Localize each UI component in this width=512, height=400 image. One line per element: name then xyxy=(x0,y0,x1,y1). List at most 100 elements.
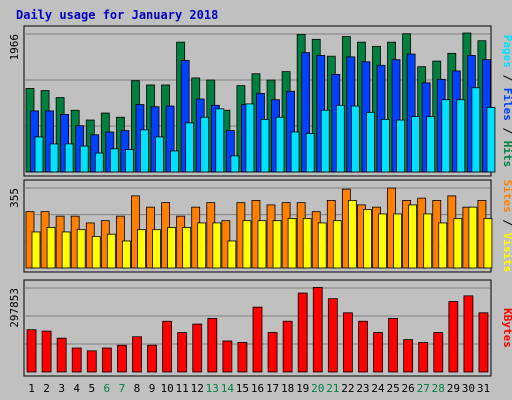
series-legend: Pages / Files / Hits xyxy=(501,35,512,168)
bar-visits xyxy=(378,213,387,269)
legend-entry: Files xyxy=(501,88,512,121)
bar-kbytes xyxy=(101,347,112,373)
x-tick-label: 8 xyxy=(134,382,141,395)
bar-kbytes xyxy=(312,286,323,373)
bar-kbytes xyxy=(86,350,97,373)
bar-visits xyxy=(106,233,116,269)
bar-kbytes xyxy=(162,320,173,373)
bar-visits xyxy=(227,240,237,269)
bar-visits xyxy=(287,218,297,269)
x-tick-label: 27 xyxy=(417,382,430,395)
bar-pages xyxy=(109,148,119,173)
bar-files xyxy=(180,59,190,173)
x-tick-label: 5 xyxy=(88,382,95,395)
panel-sites-visits: 355 Sites / Visits xyxy=(8,179,512,273)
bar-pages xyxy=(381,118,390,173)
legend-entry: / xyxy=(501,213,512,233)
bar-kbytes xyxy=(403,339,414,373)
bar-visits xyxy=(137,229,146,269)
bar-pages xyxy=(200,116,210,173)
bar-files xyxy=(376,64,386,173)
x-tick-label: 29 xyxy=(447,382,460,395)
bar-visits xyxy=(332,220,342,269)
bar-visits xyxy=(438,222,448,269)
bar-files xyxy=(45,110,54,173)
chart-panels: 1966 Pages / Files / Hits 355 Sites / Visit… xyxy=(8,25,512,377)
bar-kbytes xyxy=(132,336,142,373)
bar-pages xyxy=(441,99,451,173)
bar-kbytes xyxy=(327,298,338,373)
legend-entry: Sites xyxy=(501,180,512,213)
bar-visits xyxy=(272,220,282,269)
x-tick-label: 20 xyxy=(311,382,324,395)
x-tick-label: 15 xyxy=(236,382,249,395)
bar-pages xyxy=(230,155,240,173)
bar-visits xyxy=(317,222,327,269)
bar-visits xyxy=(91,236,101,269)
x-tick-label: 23 xyxy=(356,382,369,395)
bar-visits xyxy=(76,229,86,269)
y-max-label: 355 xyxy=(8,188,21,208)
bar-kbytes xyxy=(26,329,37,373)
bar-kbytes xyxy=(117,344,127,373)
x-tick-label: 17 xyxy=(266,382,279,395)
bar-pages xyxy=(140,129,149,173)
x-tick-label: 18 xyxy=(281,382,294,395)
x-tick-label: 16 xyxy=(251,382,264,395)
chart-title: Daily usage for January 2018 xyxy=(16,8,218,22)
x-axis-labels: 1 2 3 4 5 6 7 8 9 10 11 12 13 14 15 16 17 18 19 20 21 22 23 24 2… xyxy=(28,382,490,395)
bar-pages xyxy=(335,104,345,173)
legend-entry: KBytes xyxy=(501,308,512,348)
bar-files xyxy=(391,59,401,173)
x-tick-label: 14 xyxy=(221,382,235,395)
y-max-label: 1966 xyxy=(8,34,21,61)
bar-visits xyxy=(257,220,267,269)
bar-pages xyxy=(456,99,466,173)
bar-visits xyxy=(46,227,56,269)
x-tick-label: 1 xyxy=(28,382,35,395)
bar-visits xyxy=(212,222,222,269)
panel-kbytes: 297853 KBytes xyxy=(8,279,512,377)
bar-kbytes xyxy=(282,320,293,373)
x-tick-label: 10 xyxy=(160,382,173,395)
bar-visits xyxy=(423,213,433,269)
bar-visits xyxy=(197,222,207,269)
bar-pages xyxy=(411,116,421,173)
bar-kbytes xyxy=(192,323,203,373)
bar-kbytes xyxy=(358,320,368,373)
bar-visits xyxy=(408,204,418,269)
bar-kbytes xyxy=(41,330,52,373)
legend-entry: / xyxy=(501,121,512,141)
bar-pages xyxy=(396,119,405,173)
bar-pages xyxy=(79,145,89,173)
bar-visits xyxy=(393,213,402,269)
x-tick-label: 7 xyxy=(119,382,126,395)
bar-pages xyxy=(260,118,270,173)
legend-entry: Pages xyxy=(501,35,512,68)
x-tick-label: 2 xyxy=(43,382,50,395)
x-tick-label: 9 xyxy=(149,382,156,395)
bar-visits xyxy=(483,218,493,269)
y-max-label: 297853 xyxy=(8,288,21,328)
bar-kbytes xyxy=(297,292,308,373)
bar-visits xyxy=(347,199,357,269)
bar-pages xyxy=(471,87,481,173)
bar-kbytes xyxy=(373,332,383,373)
legend-entry: Hits xyxy=(501,141,512,168)
x-tick-label: 4 xyxy=(73,382,80,395)
bar-visits xyxy=(152,229,161,269)
bar-pages xyxy=(245,103,255,173)
x-tick-label: 21 xyxy=(326,382,339,395)
bar-kbytes xyxy=(207,318,218,373)
bar-visits xyxy=(363,209,372,269)
bar-kbytes xyxy=(56,337,67,373)
bar-kbytes xyxy=(418,341,429,373)
x-tick-label: 24 xyxy=(371,382,385,395)
bar-kbytes xyxy=(267,332,278,373)
bar-pages xyxy=(34,136,44,173)
bar-kbytes xyxy=(252,306,263,373)
bar-pages xyxy=(185,122,195,173)
bar-pages xyxy=(305,132,315,173)
bar-files xyxy=(225,130,235,173)
